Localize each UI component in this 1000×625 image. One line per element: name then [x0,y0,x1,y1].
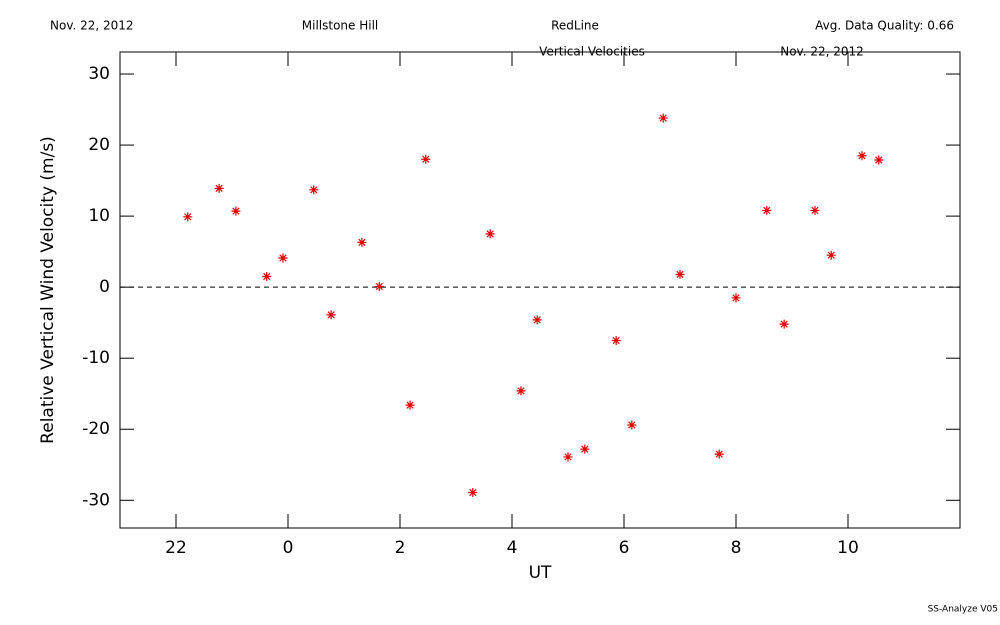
x-tick-label: 6 [619,538,630,558]
point [516,386,526,396]
point [532,315,542,325]
y-tick-label: 0 [99,277,110,297]
point [278,253,288,263]
y-axis-label: Relative Vertical Wind Velocity (m/s) [38,136,58,444]
point [357,237,367,247]
point [485,229,495,239]
point [874,155,884,165]
point [183,212,193,222]
y-tick-label: 30 [88,64,110,84]
point [714,449,724,459]
point [468,487,478,497]
point [627,420,637,430]
y-tick-label: -10 [82,348,110,368]
point [731,293,741,303]
x-tick-label: 10 [837,538,859,558]
y-tick-label: -30 [82,490,110,510]
point [826,250,836,260]
x-tick-label: 8 [731,538,742,558]
y-tick-label: 10 [88,206,110,226]
point [309,185,319,195]
point [262,272,272,282]
x-tick-label: 22 [165,538,187,558]
point [580,444,590,454]
point [214,183,224,193]
header-date: Nov. 22, 2012 [50,19,134,33]
header-quality: Avg. Data Quality: 0.66 [815,19,954,33]
x-tick-label: 4 [507,538,518,558]
plot-frame [119,51,961,529]
point [231,206,241,216]
point [779,319,789,329]
point [762,205,772,215]
x-axis-label: UT [529,563,552,583]
point [658,113,668,123]
header-line: RedLine [551,19,599,33]
point [374,281,384,291]
point [405,400,415,410]
point [810,205,820,215]
y-tick-label: -20 [82,419,110,439]
point [857,151,867,161]
x-tick-label: 0 [283,538,294,558]
point [611,335,621,345]
x-tick-label: 2 [395,538,406,558]
header-site: Millstone Hill [302,19,378,33]
point [326,310,336,320]
point [675,269,685,279]
y-tick-label: 20 [88,135,110,155]
point [563,452,573,462]
point [421,154,431,164]
footer: SS-Analyze V05 [928,605,998,615]
